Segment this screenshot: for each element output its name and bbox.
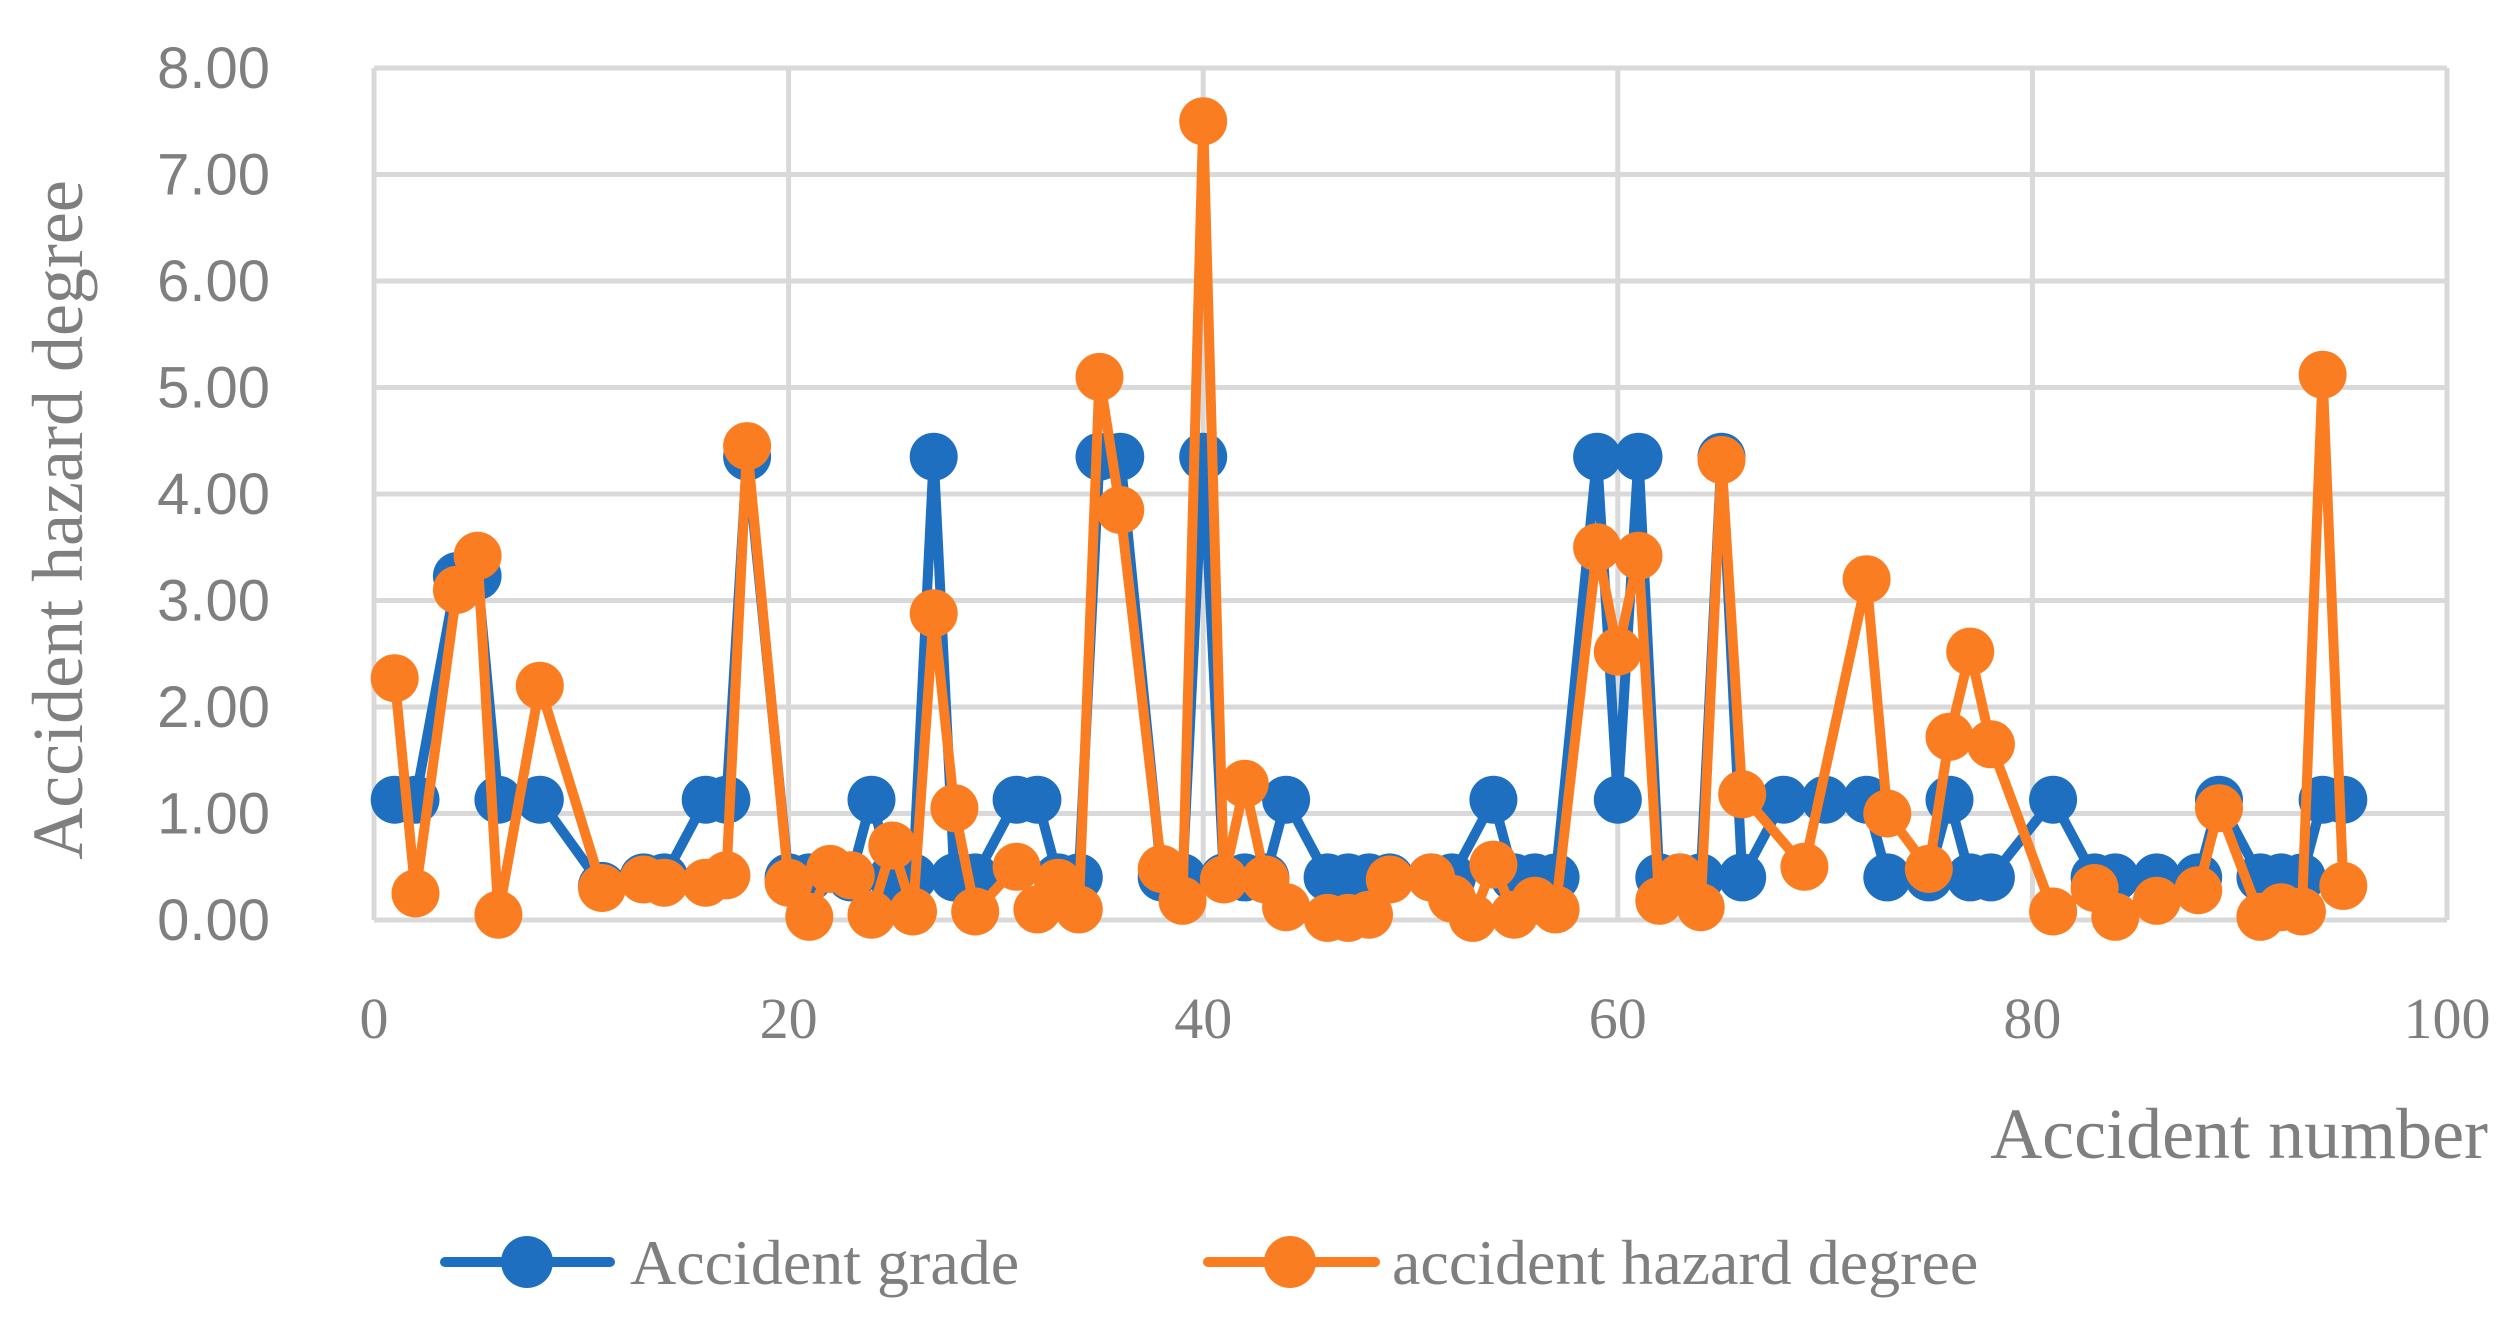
data-point	[1718, 770, 1767, 819]
x-axis-ticks: 0 20 40 60 80 100	[360, 986, 2491, 1051]
data-point	[1220, 759, 1269, 808]
data-point	[868, 821, 917, 870]
data-point	[1593, 627, 1642, 676]
data-point	[1158, 876, 1207, 925]
y-tick-label: 3.00	[157, 569, 270, 634]
series-accident-grade	[370, 432, 2368, 910]
data-point	[453, 531, 502, 580]
y-tick-label: 1.00	[157, 782, 270, 847]
data-point	[1199, 855, 1248, 904]
data-point	[578, 864, 626, 912]
data-point	[847, 890, 896, 939]
data-point	[640, 858, 689, 907]
data-point	[909, 432, 958, 481]
data-point	[1262, 775, 1311, 824]
series-layer	[370, 97, 2368, 942]
x-tick-label: 40	[1174, 986, 1232, 1051]
x-tick-label: 100	[2404, 986, 2491, 1051]
data-point	[930, 784, 979, 833]
y-tick-label: 0.00	[157, 888, 270, 953]
data-point	[1179, 97, 1228, 146]
legend-label-accident-grade: Accident grade	[630, 1227, 1019, 1298]
data-point	[1075, 352, 1124, 401]
x-tick-label: 60	[1589, 986, 1647, 1051]
data-point	[1531, 885, 1580, 934]
data-point	[1013, 775, 1062, 824]
data-point	[1780, 842, 1829, 891]
legend-swatch-marker	[501, 1236, 553, 1288]
data-point	[2132, 876, 2181, 925]
data-point	[1676, 883, 1725, 932]
x-tick-label: 0	[360, 986, 389, 1051]
data-point	[2298, 350, 2347, 399]
data-point	[1759, 775, 1808, 824]
data-point	[2091, 892, 2140, 941]
legend-item-accident-hazard-degree: accident hazard degree	[1203, 1227, 1978, 1298]
data-point	[1262, 883, 1311, 932]
data-point	[474, 890, 523, 939]
y-tick-label: 5.00	[157, 356, 270, 421]
data-point	[1925, 712, 1974, 761]
data-point	[1365, 855, 1414, 904]
data-point	[2319, 861, 2368, 910]
data-point	[1469, 840, 1518, 889]
legend-label-accident-hazard-degree: accident hazard degree	[1392, 1227, 1978, 1298]
data-point	[2029, 887, 2078, 936]
data-point	[1614, 432, 1663, 481]
data-point	[1904, 844, 1953, 893]
data-point	[1966, 853, 2015, 902]
data-point	[1469, 775, 1518, 824]
data-point	[826, 851, 875, 900]
data-point	[1842, 555, 1891, 604]
data-point	[785, 892, 834, 941]
y-tick-label: 6.00	[157, 249, 270, 314]
data-point	[1697, 435, 1746, 484]
y-tick-label: 7.00	[157, 143, 270, 208]
data-point	[1966, 720, 2015, 769]
data-point	[1573, 432, 1622, 481]
data-point	[1345, 890, 1393, 939]
data-point	[515, 775, 564, 824]
data-point	[951, 887, 1000, 936]
data-point	[2195, 784, 2243, 833]
data-point	[723, 422, 772, 471]
data-point	[1054, 885, 1103, 934]
y-tick-label: 4.00	[157, 462, 270, 527]
data-point	[2029, 775, 2078, 824]
data-point	[2277, 887, 2326, 936]
data-point	[1179, 432, 1228, 481]
y-tick-label: 8.00	[157, 36, 270, 101]
data-point	[847, 775, 896, 824]
data-point	[909, 589, 958, 638]
data-point	[1096, 432, 1145, 481]
data-point	[391, 869, 440, 918]
data-point	[1863, 789, 1912, 838]
data-point	[2174, 866, 2223, 915]
data-point	[1096, 486, 1145, 534]
x-tick-label: 80	[2003, 986, 2061, 1051]
data-point	[370, 654, 419, 703]
y-axis-title: Accident hazard degree	[18, 180, 98, 860]
data-point	[889, 887, 937, 936]
x-tick-label: 20	[760, 986, 818, 1051]
data-point	[1448, 893, 1497, 942]
data-point	[1593, 775, 1642, 824]
legend-swatch-marker	[1264, 1236, 1316, 1288]
data-point	[702, 851, 751, 900]
y-axis-ticks: 0.00 1.00 2.00 3.00 4.00 5.00 6.00 7.00 8.00	[157, 36, 270, 953]
y-tick-label: 2.00	[157, 675, 270, 740]
data-point	[1573, 523, 1622, 572]
x-axis-title: Accident number	[1990, 1094, 2488, 1174]
data-point	[1946, 627, 1995, 676]
legend-item-accident-grade: Accident grade	[440, 1227, 1019, 1298]
data-point	[1614, 531, 1663, 580]
data-point	[515, 661, 564, 710]
data-point	[1718, 853, 1767, 902]
data-point	[1863, 853, 1912, 902]
data-point	[992, 842, 1041, 891]
series-accident-hazard-degree	[370, 97, 2368, 942]
legend: Accident grade accident hazard degree	[440, 1227, 1978, 1298]
